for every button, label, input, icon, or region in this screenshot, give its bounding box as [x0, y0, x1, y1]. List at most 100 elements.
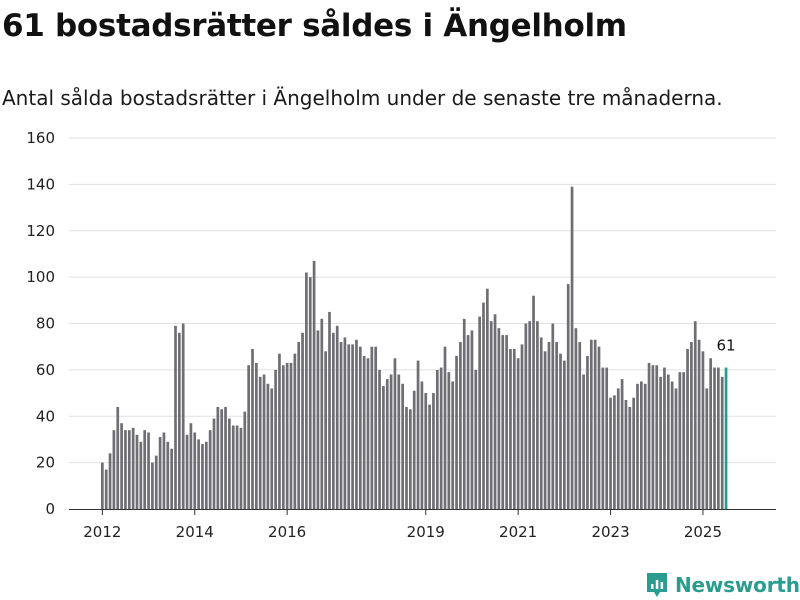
bar — [428, 404, 431, 509]
chart-subtitle: Antal sålda bostadsrätter i Ängelholm un… — [2, 86, 723, 110]
bar — [154, 455, 158, 509]
bar — [439, 367, 443, 509]
bar — [651, 365, 655, 509]
bar — [362, 355, 366, 509]
bar — [643, 383, 647, 509]
bar — [539, 337, 543, 509]
bar — [308, 277, 312, 510]
bar — [235, 425, 239, 509]
bar — [135, 434, 139, 509]
bar — [378, 369, 381, 510]
bar — [143, 430, 147, 509]
bar — [181, 323, 185, 509]
bar — [243, 411, 247, 509]
bar — [274, 369, 277, 510]
bar — [466, 335, 470, 509]
bar — [216, 406, 220, 509]
bar — [505, 335, 508, 509]
bar — [147, 432, 150, 509]
bar — [640, 381, 643, 509]
bar — [262, 374, 266, 509]
bar — [255, 362, 258, 509]
bar — [124, 430, 127, 509]
y-tick-label: 140 — [26, 175, 55, 193]
y-tick-label: 100 — [26, 268, 55, 286]
bar — [358, 346, 362, 509]
bar — [459, 342, 462, 509]
bar — [690, 342, 693, 509]
bar — [543, 351, 547, 509]
bar — [578, 342, 582, 509]
bar — [193, 432, 197, 509]
bar — [405, 406, 408, 509]
bar — [370, 346, 374, 509]
chart-title: 61 bostadsrätter såldes i Ängelholm — [2, 8, 627, 44]
bar — [281, 365, 285, 509]
bar — [536, 321, 539, 509]
bar — [416, 360, 420, 509]
bar — [470, 330, 474, 509]
bar — [116, 406, 120, 509]
x-tick-label: 2019 — [407, 523, 445, 541]
x-tick-label: 2014 — [176, 523, 214, 541]
bar — [593, 339, 597, 509]
y-tick-label: 120 — [26, 222, 55, 240]
bar — [559, 353, 562, 509]
x-tick-label: 2025 — [684, 523, 722, 541]
bar — [320, 318, 324, 509]
bar — [131, 427, 135, 509]
bar — [682, 372, 686, 509]
y-tick-label: 0 — [45, 500, 55, 518]
bar — [212, 418, 216, 509]
bar — [663, 367, 666, 509]
y-tick-label: 80 — [36, 315, 55, 333]
brand-logo: Newsworthy — [645, 570, 800, 600]
bar — [586, 355, 589, 509]
bar — [616, 388, 620, 509]
bar — [104, 469, 108, 509]
bar — [512, 349, 516, 509]
bar — [501, 335, 505, 509]
x-tick-label: 2023 — [591, 523, 629, 541]
newsworthy-logo-icon — [647, 573, 667, 597]
bar — [674, 388, 678, 509]
bar — [636, 383, 639, 509]
bar — [713, 367, 716, 509]
y-tick-label: 20 — [36, 454, 55, 472]
bar — [297, 342, 301, 509]
bar — [251, 349, 254, 509]
bar — [374, 346, 378, 509]
bar — [301, 332, 304, 509]
bar — [455, 355, 458, 509]
bar — [366, 358, 370, 509]
bar — [666, 374, 670, 509]
bar — [120, 423, 123, 509]
bar — [185, 434, 189, 509]
bar — [228, 418, 231, 509]
y-tick-label: 60 — [36, 361, 55, 379]
bar — [555, 342, 558, 509]
bar — [693, 321, 697, 509]
bar — [382, 386, 385, 509]
bar — [597, 346, 601, 509]
bar — [347, 344, 351, 509]
bar — [158, 437, 162, 509]
bar — [316, 330, 320, 509]
bar — [447, 372, 451, 509]
bar — [632, 397, 635, 509]
bar — [547, 342, 551, 509]
bar — [178, 332, 181, 509]
bar — [412, 390, 416, 509]
bar — [701, 351, 705, 509]
bar — [613, 395, 616, 509]
bar-latest — [724, 367, 728, 509]
bar — [166, 441, 170, 509]
bar — [335, 325, 339, 509]
bar — [201, 444, 204, 509]
bar — [509, 349, 512, 509]
bar — [609, 397, 612, 509]
bar — [355, 339, 358, 509]
bar — [451, 381, 455, 509]
bar — [332, 332, 335, 509]
